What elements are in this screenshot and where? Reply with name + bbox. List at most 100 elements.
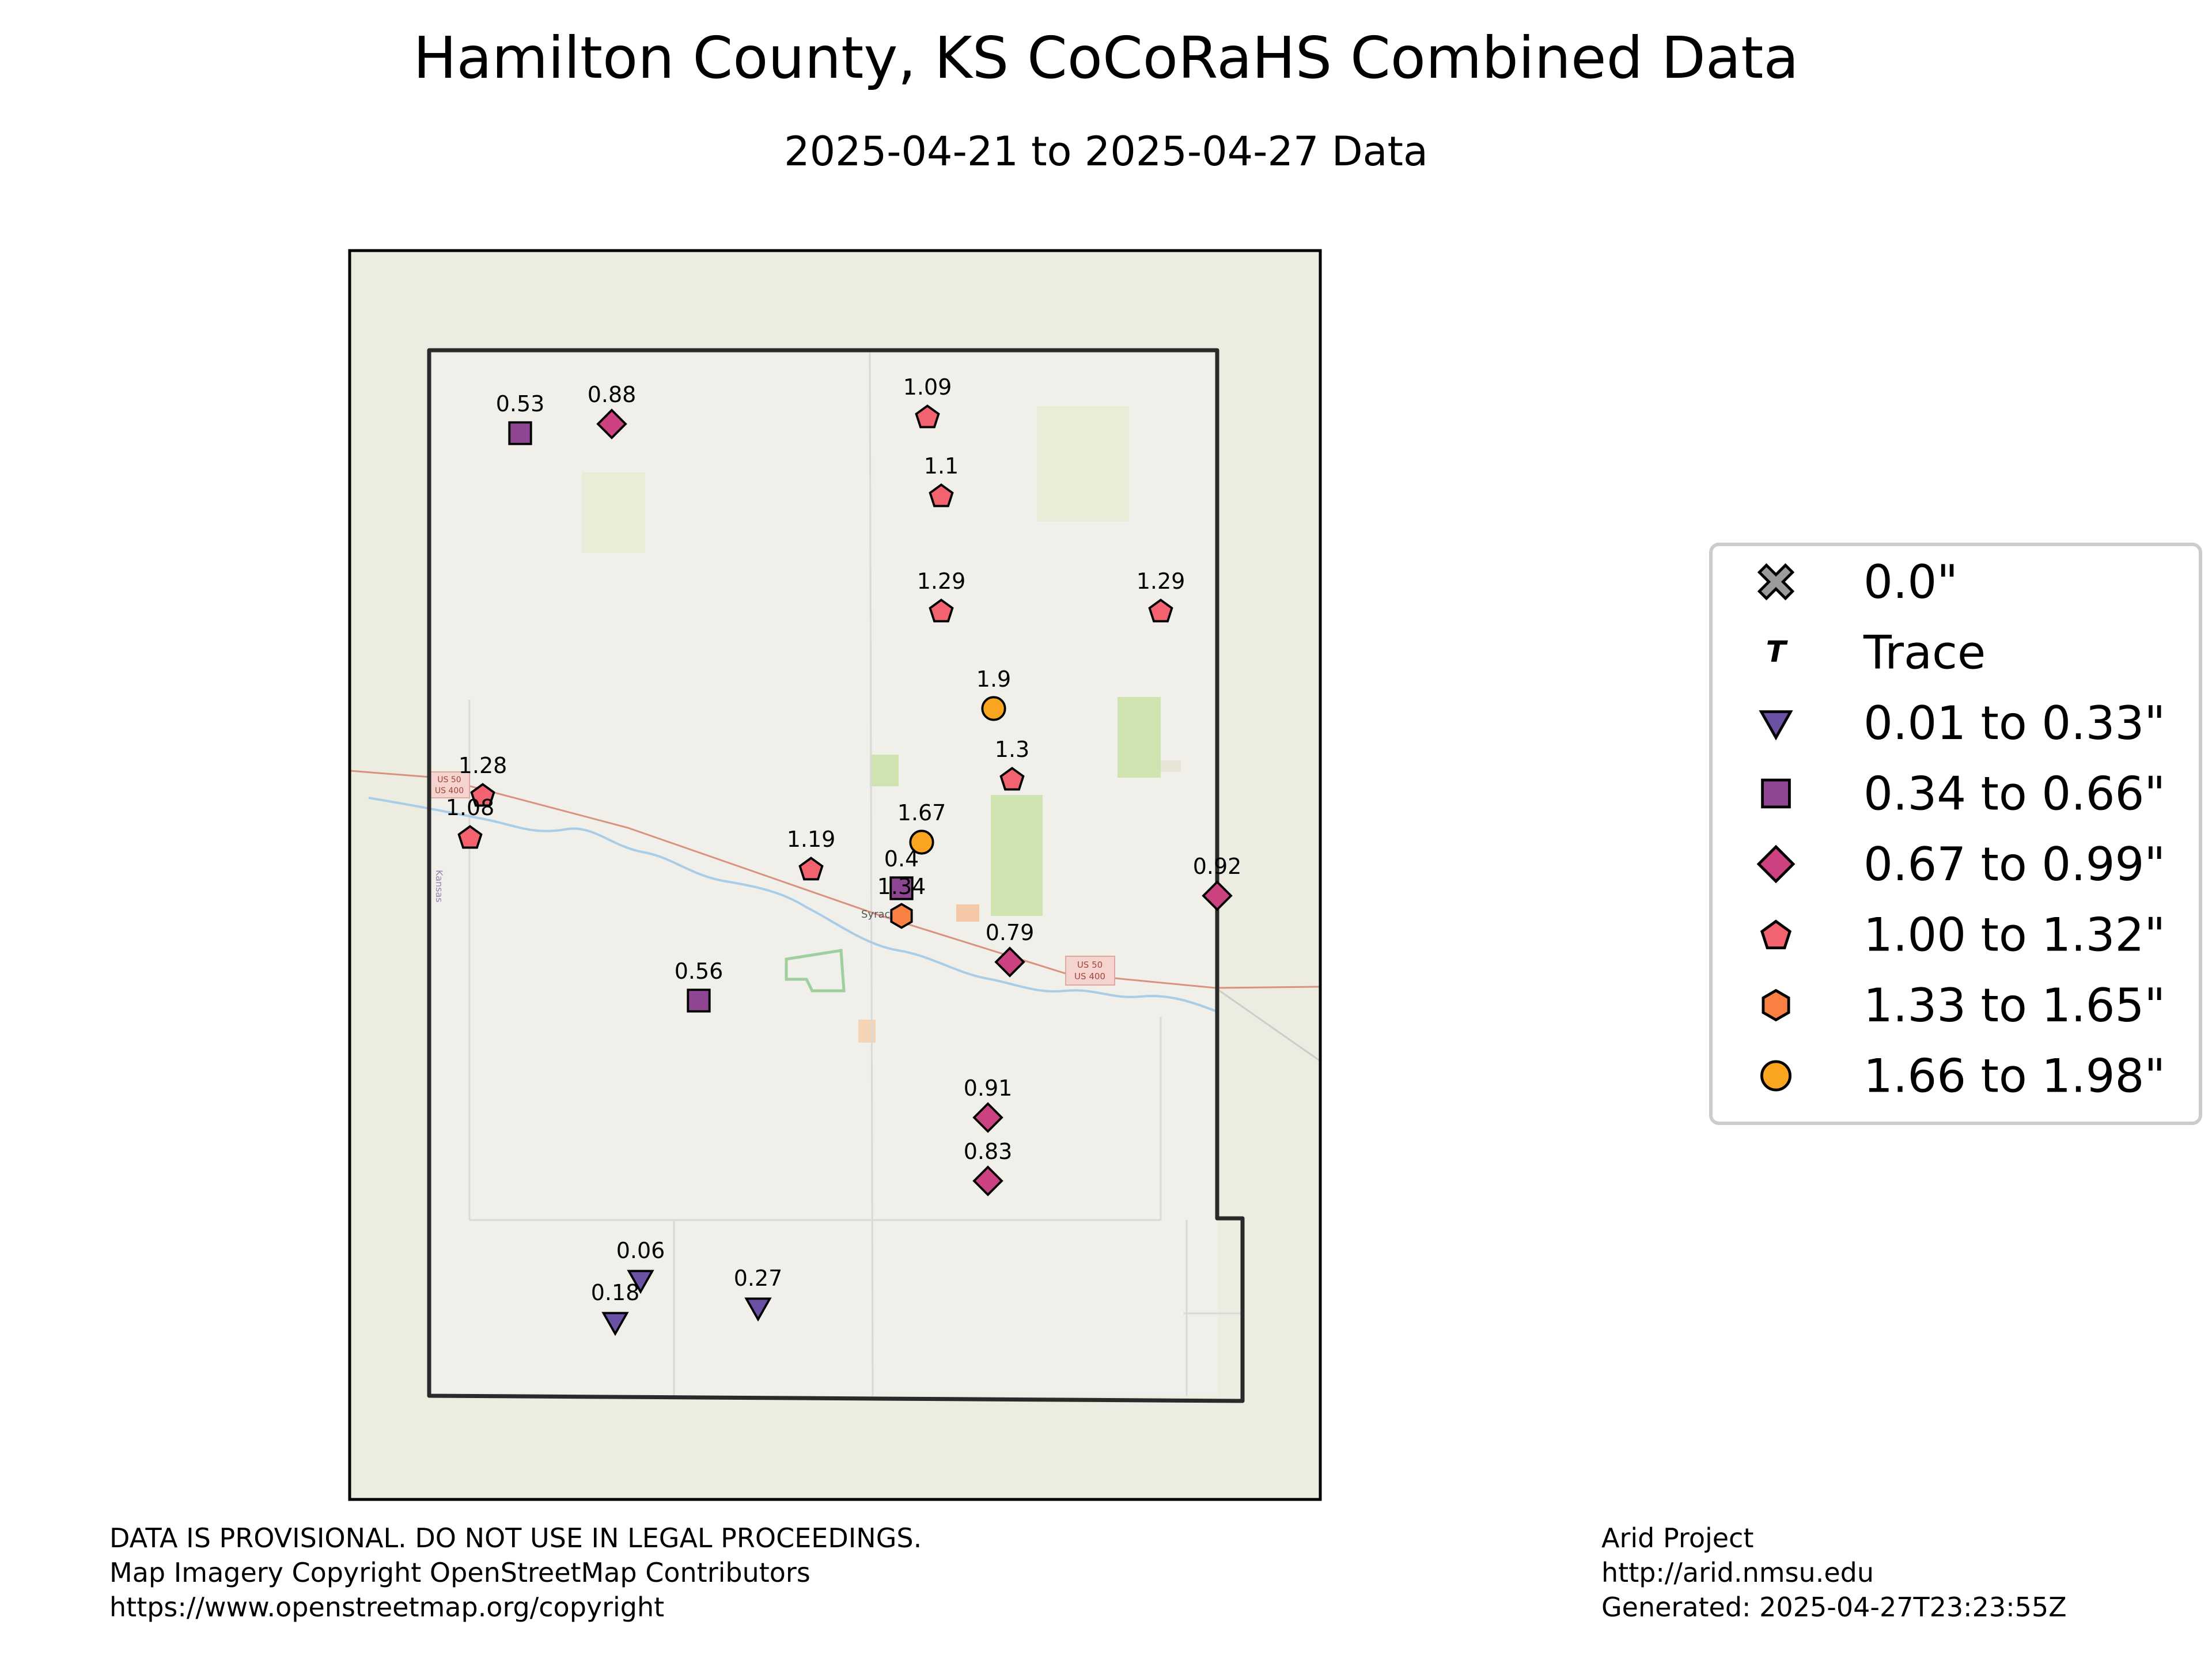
station-marker: 0.06 [616,1238,665,1294]
road-shield-west-line1: US 50 [437,775,461,785]
road-shield-west [429,771,470,798]
road-shield-west-line2: US 400 [435,786,464,796]
station-value-label: 1.28 [459,753,507,778]
stations-layer: 0.53 0.88 1.09 1.1 1.29 1.29 1.9 1.3 1.28 1.08 1.1… [446,374,1242,1336]
road-shield-east-line2: US 400 [1074,971,1105,982]
station-value-label: 0.56 [675,959,724,984]
station-marker: 1.08 [446,795,494,849]
x-marker-icon [1757,563,1795,601]
legend-label: 1.33 to 1.65" [1863,979,2165,1032]
triangle-marker-icon [744,1297,772,1322]
legend-item: 0.0" [1757,555,1958,609]
circle-marker-icon [909,830,934,855]
map-frame [348,249,1322,1501]
legend-label: 0.67 to 0.99" [1863,838,2165,891]
station-value-label: 1.29 [917,569,966,594]
project-name: Arid Project [1601,1522,1754,1554]
station-marker: 0.4 [884,846,919,900]
trace-marker-icon: T [1766,635,1789,669]
state-label: Kansas [434,870,445,903]
pentagon-marker-icon [999,767,1025,791]
pentagon-marker-icon [798,857,824,881]
pentagon-marker-icon [929,483,954,507]
map-subtitle: 2025-04-21 to 2025-04-27 Data [784,128,1428,175]
triangle-marker-icon [1759,710,1793,741]
pentagon-marker-icon [457,825,483,849]
generated-timestamp: Generated: 2025-04-27T23:23:55Z [1601,1592,2067,1623]
station-marker: 0.27 [734,1266,783,1322]
station-marker: 0.18 [591,1280,640,1336]
legend-label: 1.66 to 1.98" [1863,1050,2165,1103]
station-marker: 1.09 [903,374,952,429]
legend-item: 0.67 to 0.99" [1756,838,2165,891]
station-marker: 1.67 [897,800,946,855]
legend-label: 1.00 to 1.32" [1863,908,2165,962]
station-value-label: 0.27 [734,1266,783,1291]
station-value-label: 1.34 [877,874,926,899]
pentagon-marker-icon [915,404,940,429]
station-marker: 1.1 [924,453,959,507]
station-value-label: 1.1 [924,453,959,479]
legend-item: T Trace [1766,626,1986,680]
circle-marker-icon [1760,1060,1791,1092]
legend-box [1709,543,2202,1125]
station-marker: 1.29 [1137,569,1185,623]
station-value-label: 0.79 [986,920,1035,945]
station-value-label: 0.92 [1193,854,1242,879]
legend-label: 0.0" [1863,555,1958,609]
pentagon-marker-icon [929,599,954,623]
station-value-label: 0.53 [496,391,545,416]
legend: 0.0" T Trace 0.01 to 0.33" 0.34 to 0.66" 0.67… [1756,555,2165,1103]
station-value-label: 0.4 [884,846,919,872]
station-value-label: 0.83 [964,1139,1013,1164]
station-marker: 0.53 [496,391,545,445]
legend-item: 1.66 to 1.98" [1760,1050,2165,1103]
legend-item: 0.01 to 0.33" [1759,696,2165,750]
square-marker-icon [889,876,914,900]
legend-item: 0.34 to 0.66" [1761,767,2165,821]
station-value-label: 1.19 [787,827,836,852]
diamond-marker-icon [972,1102,1003,1133]
station-marker: 0.83 [964,1139,1013,1196]
station-marker: 1.34 [877,874,926,929]
diamond-marker-icon [994,946,1025,978]
legend-label: Trace [1863,626,1986,680]
station-value-label: 0.88 [588,382,637,407]
triangle-marker-icon [627,1270,654,1294]
station-value-label: 1.29 [1137,569,1185,594]
station-marker: 1.9 [976,666,1011,721]
legend-item: 1.00 to 1.32" [1760,908,2165,962]
station-value-label: 1.9 [976,666,1011,692]
road-shield-east [1065,956,1115,986]
station-value-label: 0.91 [964,1075,1013,1101]
station-marker: 0.92 [1193,854,1242,911]
station-marker: 0.91 [964,1075,1013,1133]
triangle-marker-icon [601,1312,629,1336]
station-marker: 0.56 [675,959,724,1013]
circle-marker-icon [981,696,1006,721]
copyright-url: https://www.openstreetmap.org/copyright [109,1592,665,1623]
map-title: Hamilton County, KS CoCoRaHS Combined Da… [413,24,1799,92]
station-marker: 1.19 [787,827,836,881]
imagery-credit: Map Imagery Copyright OpenStreetMap Cont… [109,1557,810,1588]
legend-label: 0.34 to 0.66" [1863,767,2165,821]
basemap: US 50 US 400 US 50 US 400 Syracuse Kansa… [350,251,1320,1499]
station-marker: 0.79 [986,920,1035,978]
station-marker: 1.29 [917,569,966,623]
pentagon-marker-icon [1760,919,1792,949]
diamond-marker-icon [596,408,627,440]
square-marker-icon [508,421,532,445]
legend-item: 1.33 to 1.65" [1762,979,2165,1032]
hexagon-marker-icon [890,903,913,929]
pentagon-marker-icon [1148,599,1173,623]
station-value-label: 0.06 [616,1238,665,1263]
square-marker-icon [1761,778,1791,809]
station-value-label: 1.3 [995,737,1029,762]
diamond-marker-icon [972,1165,1003,1196]
road-shield-east-line1: US 50 [1077,960,1103,970]
station-marker: 1.28 [459,753,507,807]
county-boundary [427,348,1245,1403]
station-value-label: 0.18 [591,1280,640,1305]
project-url: http://arid.nmsu.edu [1601,1557,1874,1588]
